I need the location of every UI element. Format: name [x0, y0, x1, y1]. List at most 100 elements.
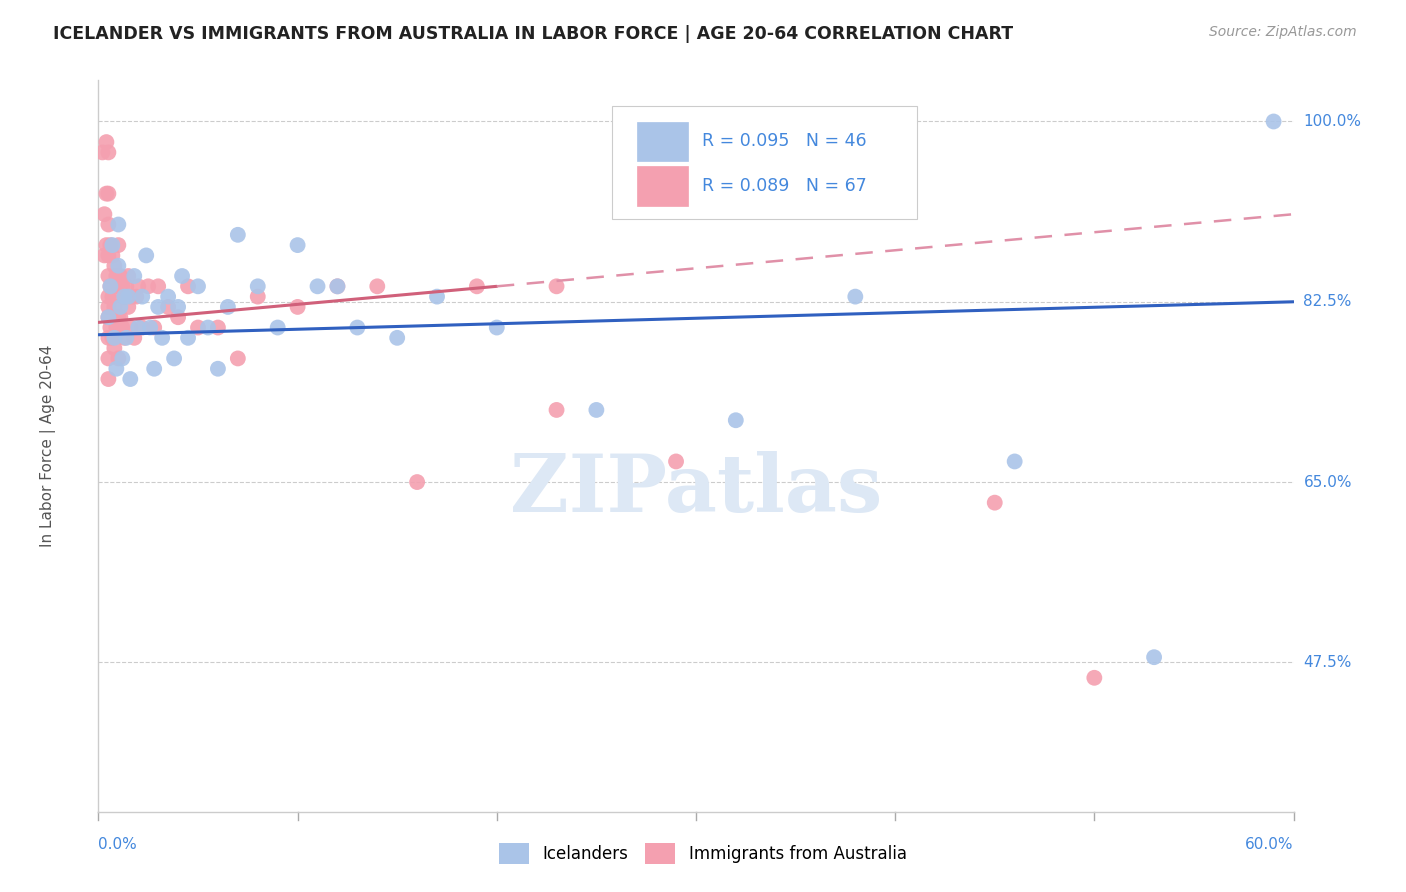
Legend: Icelanders, Immigrants from Australia: Icelanders, Immigrants from Australia [492, 837, 914, 871]
Point [98, 279, 122, 293]
Point [96, 186, 118, 201]
Text: 65.0%: 65.0% [1303, 475, 1353, 490]
Point [426, 290, 449, 304]
Point [105, 268, 128, 283]
Point [91, 145, 114, 160]
Point [187, 279, 209, 293]
Point [98, 320, 122, 334]
Point [246, 290, 269, 304]
Point [207, 361, 229, 376]
FancyBboxPatch shape [613, 106, 917, 219]
Point [105, 320, 128, 334]
Point [157, 300, 180, 314]
Point [117, 290, 139, 304]
Point [984, 496, 1007, 510]
Point [197, 320, 219, 334]
Point [177, 331, 200, 345]
Point [103, 341, 125, 355]
Point [103, 259, 125, 273]
Point [465, 279, 488, 293]
Point [96, 238, 118, 252]
Point [115, 331, 138, 345]
Point [103, 300, 125, 314]
Point [326, 279, 349, 293]
Point [287, 238, 309, 252]
Point [103, 331, 125, 345]
Point [97, 351, 120, 366]
Text: 0.0%: 0.0% [98, 838, 138, 853]
Point [226, 227, 249, 242]
Point [97, 218, 120, 232]
Point [97, 310, 120, 325]
Point [97, 248, 120, 262]
Point [101, 290, 124, 304]
Point [97, 300, 120, 314]
Text: 47.5%: 47.5% [1303, 655, 1351, 670]
Point [112, 290, 135, 304]
Point [101, 238, 124, 252]
Point [287, 300, 309, 314]
Point [97, 331, 120, 345]
Point [97, 310, 120, 325]
Point [107, 351, 129, 366]
Point [97, 372, 120, 386]
Point [117, 300, 139, 314]
Text: Source: ZipAtlas.com: Source: ZipAtlas.com [1209, 25, 1357, 39]
FancyBboxPatch shape [637, 121, 688, 161]
Point [97, 145, 120, 160]
Point [131, 320, 153, 334]
Point [117, 268, 139, 283]
Point [110, 300, 132, 314]
Point [217, 300, 239, 314]
Point [98, 279, 122, 293]
Point [127, 279, 149, 293]
Point [148, 300, 170, 314]
Point [135, 248, 157, 262]
Point [97, 268, 120, 283]
Point [115, 279, 138, 293]
Text: R = 0.089   N = 67: R = 0.089 N = 67 [702, 177, 866, 194]
Point [93, 248, 115, 262]
Point [485, 320, 508, 334]
Point [101, 248, 124, 262]
Point [385, 331, 409, 345]
Point [105, 361, 128, 376]
Point [366, 279, 388, 293]
Point [267, 320, 290, 334]
Point [1004, 454, 1026, 468]
Point [665, 454, 688, 468]
Point [150, 331, 173, 345]
Point [96, 135, 118, 149]
Text: 100.0%: 100.0% [1303, 114, 1361, 129]
Point [207, 320, 229, 334]
Text: ICELANDER VS IMMIGRANTS FROM AUSTRALIA IN LABOR FORCE | AGE 20-64 CORRELATION CH: ICELANDER VS IMMIGRANTS FROM AUSTRALIA I… [53, 25, 1014, 43]
Point [844, 290, 866, 304]
Point [111, 279, 134, 293]
Point [172, 268, 194, 283]
Point [177, 279, 200, 293]
Text: ZIPatlas: ZIPatlas [510, 450, 882, 529]
Point [346, 320, 368, 334]
Point [143, 361, 166, 376]
Point [585, 403, 607, 417]
Text: R = 0.095   N = 46: R = 0.095 N = 46 [702, 132, 866, 151]
Point [167, 300, 190, 314]
Point [167, 310, 190, 325]
Point [157, 290, 180, 304]
Point [124, 268, 146, 283]
Point [107, 238, 129, 252]
Point [1143, 650, 1166, 665]
Point [163, 351, 186, 366]
Point [120, 320, 142, 334]
Point [125, 290, 148, 304]
Text: 82.5%: 82.5% [1303, 294, 1351, 310]
Point [724, 413, 747, 427]
Point [120, 372, 142, 386]
Point [107, 259, 129, 273]
Text: In Labor Force | Age 20-64: In Labor Force | Age 20-64 [41, 345, 56, 547]
Point [101, 331, 124, 345]
Point [148, 279, 170, 293]
Point [110, 268, 132, 283]
Point [97, 290, 120, 304]
Text: 60.0%: 60.0% [1246, 838, 1294, 853]
